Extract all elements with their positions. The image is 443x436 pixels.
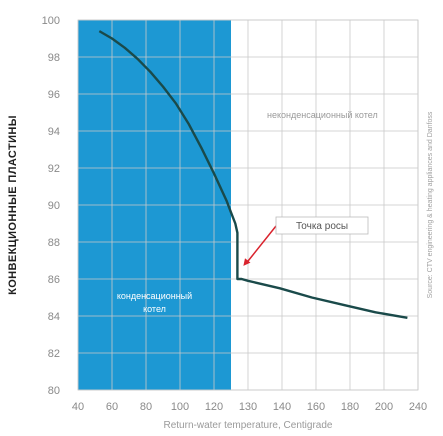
dew-point-arrow-head	[243, 258, 251, 266]
x-tick-label: 100	[171, 401, 189, 413]
y-tick-label: 96	[48, 89, 60, 101]
x-tick-label: 80	[140, 401, 152, 413]
plot-frame	[77, 19, 419, 391]
y-tick-label: 80	[48, 385, 60, 397]
y-tick-label: 92	[48, 163, 60, 175]
y-tick-label: 98	[48, 52, 60, 64]
x-tick-label: 200	[375, 401, 393, 413]
x-tick-label: 130	[239, 401, 257, 413]
series-line	[98, 30, 408, 319]
region-label-noncondensing: неконденсационный котел	[267, 110, 378, 120]
y-axis-title: КОНВЕКЦИОННЫЕ ПЛАСТИНЫ	[7, 115, 19, 295]
y-tick-label: 84	[48, 311, 60, 323]
x-tick-label: 140	[273, 401, 291, 413]
y-tick-labels: 100 98 96 94 92 90 88 86 84 82 80	[42, 15, 60, 397]
dew-point-label: Точка росы	[296, 221, 348, 232]
x-tick-label: 120	[205, 401, 223, 413]
dew-point-arrow	[246, 225, 277, 263]
y-tick-label: 86	[48, 274, 60, 286]
source-note: Source: CTV engineering & heating applia…	[427, 111, 434, 298]
y-tick-label: 100	[42, 15, 60, 27]
x-tick-label: 60	[106, 401, 118, 413]
x-tick-label: 160	[307, 401, 325, 413]
y-tick-label: 88	[48, 237, 60, 249]
region-label-condensing: конденсационный котел	[117, 291, 192, 314]
x-tick-label: 180	[341, 401, 359, 413]
y-tick-label: 94	[48, 126, 60, 138]
y-tick-label: 90	[48, 200, 60, 212]
grid	[77, 19, 419, 391]
x-axis-title: Return-water temperature, Centigrade	[164, 420, 333, 431]
x-tick-labels: 40 60 80 100 120 130 140 160 180 200 240	[72, 401, 427, 413]
x-tick-label: 40	[72, 401, 84, 413]
dew-point-label-box	[275, 216, 369, 235]
x-tick-label: 240	[409, 401, 427, 413]
y-tick-label: 82	[48, 348, 60, 360]
